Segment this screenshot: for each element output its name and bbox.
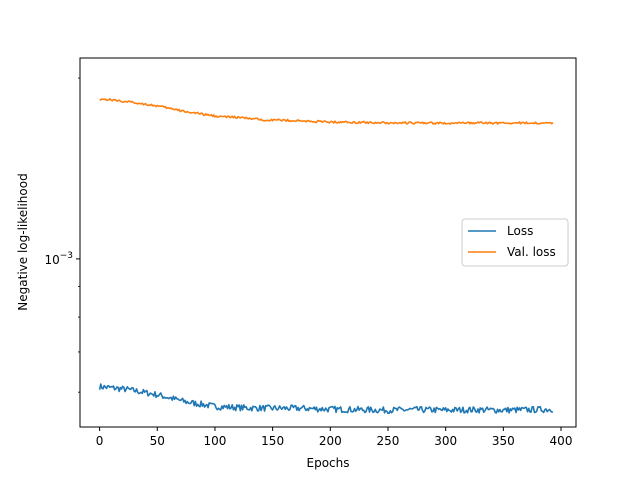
x-tick-label: 300 — [434, 434, 457, 448]
ticks-layer: 0 50 100 150 200 250 300 350 400 10−3 — [44, 77, 573, 448]
series-line-val-loss — [99, 98, 554, 125]
legend: Loss Val. loss — [461, 218, 569, 267]
x-tick-label: 50 — [150, 434, 165, 448]
x-axis-label: Epochs — [307, 456, 350, 470]
x-tick-label: 200 — [319, 434, 342, 448]
x-tick-label: 0 — [96, 434, 104, 448]
x-tick-label: 250 — [377, 434, 400, 448]
x-tick-label: 400 — [550, 434, 573, 448]
x-tick-label: 100 — [204, 434, 227, 448]
x-tick-label: 350 — [492, 434, 515, 448]
series-layer — [98, 98, 554, 415]
series-line-loss — [98, 383, 553, 415]
y-tick-label: 10−3 — [44, 251, 73, 267]
legend-label-val-loss: Val. loss — [507, 245, 556, 259]
plot-frame — [79, 57, 577, 428]
x-tick-label: 150 — [261, 434, 284, 448]
legend-label-loss: Loss — [507, 224, 533, 238]
y-axis-label: Negative log-likelihood — [16, 173, 30, 310]
